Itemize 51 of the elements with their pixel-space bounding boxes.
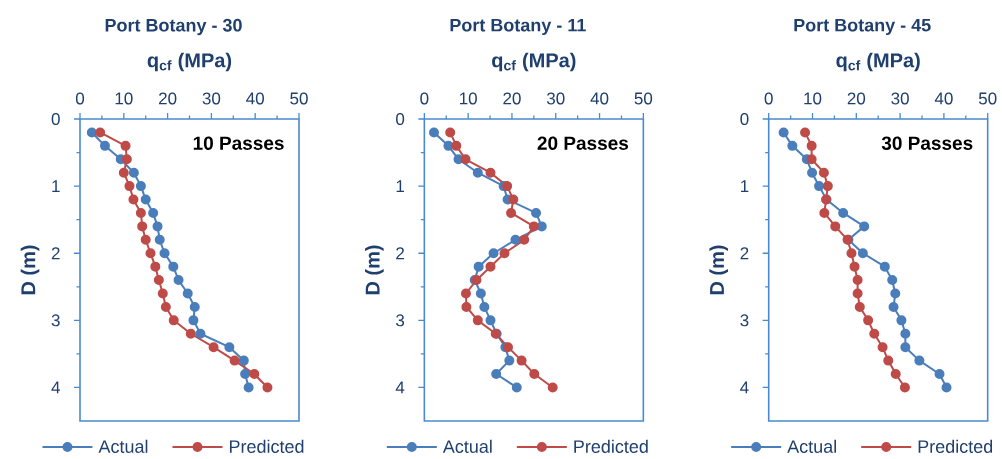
y-tick-label: 4 [395, 381, 405, 394]
x-tick-label: 10 [115, 92, 133, 105]
y-tick-label: 0 [51, 112, 60, 126]
y-tick-label: 3 [396, 314, 405, 327]
x-tick-label: 40 [590, 92, 609, 105]
y-tick-label: 3 [740, 314, 749, 327]
x-tick-label: 20 [159, 92, 177, 105]
y-tick-label: 3 [51, 314, 60, 327]
annotation: 20 Passes [537, 136, 629, 150]
y-axis-title: D (m) [365, 245, 384, 295]
x-tick-label: 0 [764, 92, 773, 105]
x-tick-label: 10 [460, 92, 477, 105]
x-tick-label: 30 [546, 92, 565, 105]
y-tick-label: 2 [740, 247, 749, 260]
x-tick-label: 30 [202, 92, 221, 105]
x-tick-label: 50 [290, 92, 308, 105]
y-tick-label: 4 [740, 381, 749, 394]
legend-label: Actual [787, 439, 836, 453]
y-axis-title: D (m) [20, 245, 40, 295]
y-tick-label: 4 [51, 381, 60, 394]
y-tick-label: 0 [740, 112, 749, 126]
x-axis-title: q$_{cf}$ (MPa) [492, 52, 576, 72]
x-axis-title: q$_{cf}$ (MPa) [836, 52, 920, 72]
legend-label: Predicted [574, 439, 648, 453]
x-tick-label: 30 [891, 92, 909, 105]
y-tick-label: 2 [396, 247, 404, 260]
x-tick-label: 20 [503, 92, 521, 105]
x-tick-label: 50 [634, 92, 653, 105]
x-tick-label: 40 [934, 92, 953, 105]
x-tick-label: 50 [978, 92, 997, 105]
legend-label: Predicted [229, 439, 304, 453]
y-tick-label: 1 [52, 180, 60, 192]
x-tick-label: 40 [246, 92, 264, 105]
x-axis-title: q$_{cf}$ (MPa) [147, 52, 232, 72]
y-tick-label: 2 [51, 247, 60, 260]
annotation: 30 Passes [881, 136, 973, 150]
y-axis-title: D (m) [709, 245, 729, 295]
y-tick-label: 1 [741, 180, 749, 192]
x-tick-label: 0 [420, 92, 429, 105]
y-tick-label: 1 [396, 180, 404, 192]
x-tick-label: 10 [804, 92, 822, 105]
legend-label: Actual [98, 439, 148, 453]
x-tick-label: 20 [847, 92, 866, 105]
x-tick-label: 0 [75, 92, 85, 105]
legend-label: Predicted [918, 439, 993, 453]
y-tick-label: 0 [396, 112, 405, 126]
chart-title: Port Botany - 45 [794, 18, 931, 36]
chart-title: Port Botany - 30 [105, 18, 242, 36]
annotation: 10 Passes [193, 136, 284, 150]
chart-title: Port Botany - 11 [450, 18, 586, 36]
legend-label: Actual [442, 439, 492, 453]
